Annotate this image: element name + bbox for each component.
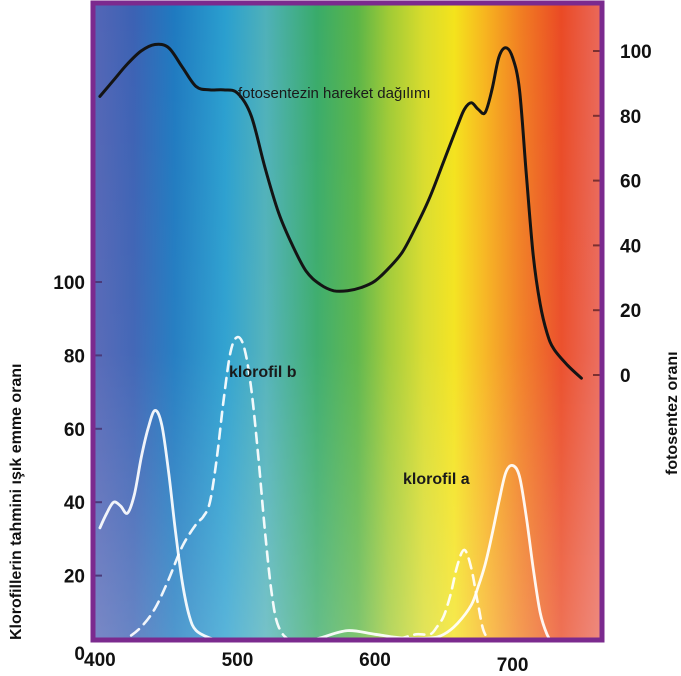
- chlorophyll-b-line: [98, 335, 514, 651]
- left-tick-label-0: 0: [74, 644, 85, 665]
- chlorophyll-a-line: [98, 409, 556, 648]
- action-spectrum-line: [98, 42, 583, 380]
- plot-frame: [90, 0, 605, 643]
- series-lines: [98, 42, 583, 651]
- series-label-chlorophyll-b: klorofil b: [229, 364, 297, 381]
- left-axis-title: Klorofillerin tahmini ışık emme oranı: [8, 363, 25, 640]
- left-tick-label-60: 60: [64, 420, 85, 441]
- series-label-chlorophyll-a: klorofil a: [403, 471, 470, 488]
- left-tick-label-20: 20: [64, 567, 85, 588]
- right-tick-label-0: 0: [620, 366, 631, 387]
- right-tick-label-20: 20: [620, 301, 641, 322]
- right-tick-label-100: 100: [620, 42, 652, 63]
- tick-labels: 400 500 600 700 0 20 40 60 80 100 0 20 40 60 80 100: [53, 42, 651, 676]
- x-tick-label-600: 600: [359, 650, 391, 671]
- x-tick-label-400: 400: [84, 650, 116, 671]
- x-tick-label-500: 500: [222, 650, 254, 671]
- left-tick-label-40: 40: [64, 493, 85, 514]
- series-label-action-spectrum: fotosentezin hareket dağılımı: [238, 85, 431, 102]
- left-tick-label-100: 100: [53, 273, 85, 294]
- left-tick-label-80: 80: [64, 346, 85, 367]
- right-axis-title: fotosentez oranı: [664, 351, 681, 475]
- right-tick-label-80: 80: [620, 107, 641, 128]
- right-tick-label-60: 60: [620, 172, 641, 193]
- x-tick-label-700: 700: [497, 655, 529, 676]
- spectrum-haze: [93, 3, 602, 640]
- right-tick-label-40: 40: [620, 236, 641, 257]
